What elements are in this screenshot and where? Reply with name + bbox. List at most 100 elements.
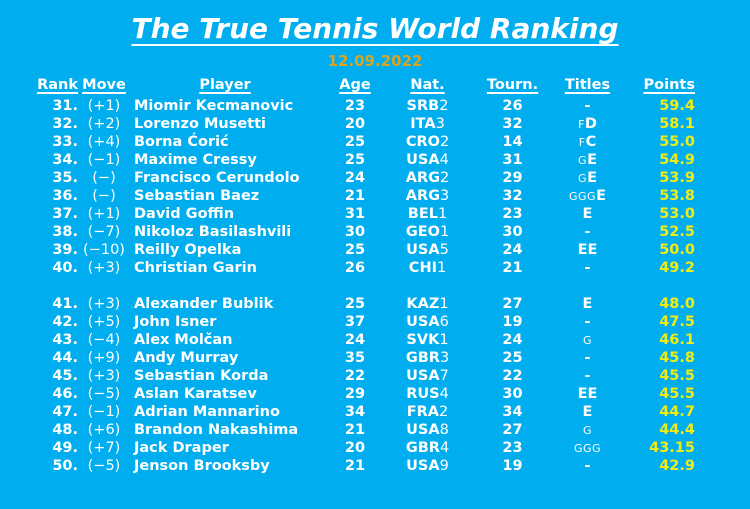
table-row: 36. (−) Sebastian Baez 21 ARG3 32 GGGE 5… <box>30 187 695 205</box>
country-code: KAZ <box>406 296 440 312</box>
rank-cell: 48. <box>52 422 78 438</box>
country-rank-number: 7 <box>439 368 449 384</box>
country-rank-number: 3 <box>440 188 450 204</box>
tournaments-cell: 23 <box>502 440 523 456</box>
country-code: CRO <box>405 134 440 150</box>
nationality-cell: RUS4 <box>390 385 465 404</box>
points-cell: 48.0 <box>659 296 695 312</box>
titles-cell: E <box>560 403 615 422</box>
rank-cell: 44. <box>52 350 78 366</box>
table-row: 39. (−10) Reilly Opelka 25 USA5 24 EE 50… <box>30 241 695 259</box>
move-cell: (−10) <box>83 242 125 258</box>
rank-cell: 37. <box>52 206 78 222</box>
table-row: 44. (+9) Andy Murray 35 GBR3 25 - 45.8 <box>30 349 695 367</box>
rank-cell: 36. <box>52 188 78 204</box>
tournaments-cell: 32 <box>502 116 523 132</box>
nationality-cell: USA9 <box>390 457 465 476</box>
table-row: 47. (−1) Adrian Mannarino 34 FRA2 34 E 4… <box>30 403 695 421</box>
points-cell: 55.0 <box>659 134 695 150</box>
country-rank-number: 4 <box>439 152 449 168</box>
tournaments-cell: 29 <box>502 170 523 186</box>
rank-cell: 31. <box>52 98 78 114</box>
country-code: USA <box>406 422 440 438</box>
player-name-cell: Christian Garin <box>134 260 257 276</box>
tournaments-cell: 22 <box>502 368 523 384</box>
titles-cell: GGGE <box>560 187 615 206</box>
move-cell: (−) <box>92 170 116 186</box>
titles-cell: - <box>560 223 615 242</box>
player-name-cell: Maxime Cressy <box>134 152 257 168</box>
country-code: SRB <box>406 98 440 114</box>
points-cell: 45.8 <box>659 350 695 366</box>
player-name-cell: Sebastian Baez <box>134 188 260 204</box>
tournaments-cell: 27 <box>502 422 523 438</box>
titles-cell: - <box>560 349 615 368</box>
nationality-cell: GEO1 <box>390 223 465 242</box>
player-name-cell: Borna Ćorić <box>134 134 229 150</box>
age-cell: 21 <box>344 188 366 204</box>
table-body: 31. (+1) Miomir Kecmanovic 23 SRB2 26 - … <box>0 97 750 475</box>
age-cell: 22 <box>344 368 366 384</box>
tournaments-cell: 30 <box>502 224 523 240</box>
titles-bold-marks: D <box>584 116 597 132</box>
move-cell: (−5) <box>87 458 121 474</box>
nationality-cell: USA6 <box>390 313 465 332</box>
rank-cell: 47. <box>52 404 78 420</box>
move-cell: (−1) <box>87 152 121 168</box>
titles-cell: GE <box>560 151 615 170</box>
player-name-cell: David Goffin <box>134 206 235 222</box>
tournaments-cell: 24 <box>502 332 523 348</box>
country-code: USA <box>406 314 440 330</box>
player-name-cell: Jenson Brooksby <box>134 458 270 474</box>
table-row: 43. (−4) Alex Molčan 24 SVK1 24 G 46.1 <box>30 331 695 349</box>
country-rank-number: 9 <box>439 458 449 474</box>
move-cell: (+3) <box>87 296 121 312</box>
table-row: 42. (+5) John Isner 37 USA6 19 - 47.5 <box>30 313 695 331</box>
titles-cell: GGG <box>560 439 615 458</box>
age-cell: 20 <box>344 116 366 132</box>
titles-bold-marks: - <box>584 260 591 276</box>
country-rank-number: 2 <box>440 170 450 186</box>
column-header-tourn: Tourn. <box>486 77 539 93</box>
country-code: USA <box>406 152 440 168</box>
page-title: The True Tennis World Ranking <box>131 12 619 45</box>
column-header-age: Age <box>339 77 371 93</box>
points-cell: 45.5 <box>659 368 695 384</box>
ranking-table: Rank Move Player Age Nat. Tourn. Titles … <box>0 74 750 475</box>
age-cell: 30 <box>344 224 366 240</box>
nationality-cell: USA8 <box>390 421 465 440</box>
nationality-cell: USA7 <box>390 367 465 386</box>
titles-bold-marks: E <box>582 206 593 222</box>
nationality-cell: BEL1 <box>390 205 465 224</box>
age-cell: 25 <box>344 242 366 258</box>
age-cell: 31 <box>344 206 366 222</box>
titles-cell: FD <box>560 115 615 134</box>
column-header-points: Points <box>643 77 695 93</box>
player-name-cell: Adrian Mannarino <box>134 404 280 420</box>
titles-small-marks: G <box>578 154 588 167</box>
titles-bold-marks: EE <box>577 242 598 258</box>
table-row: 34. (−1) Maxime Cressy 25 USA4 31 GE 54.… <box>30 151 695 169</box>
titles-bold-marks: C <box>585 134 597 150</box>
nationality-cell: GBR3 <box>390 349 465 368</box>
move-cell: (+7) <box>87 440 121 456</box>
rank-cell: 46. <box>52 386 78 402</box>
country-rank-number: 2 <box>439 98 449 114</box>
rank-cell: 35. <box>52 170 78 186</box>
move-cell: (+1) <box>87 206 121 222</box>
age-cell: 25 <box>344 296 366 312</box>
column-header-nat: Nat. <box>410 77 445 93</box>
player-name-cell: Andy Murray <box>134 350 239 366</box>
titles-cell: GE <box>560 169 615 188</box>
country-rank-number: 3 <box>435 116 445 132</box>
move-cell: (−5) <box>87 386 121 402</box>
age-cell: 20 <box>344 440 366 456</box>
tournaments-cell: 26 <box>502 98 523 114</box>
move-cell: (−1) <box>87 404 121 420</box>
country-code: USA <box>406 458 440 474</box>
rank-cell: 39. <box>52 242 78 258</box>
age-cell: 21 <box>344 422 366 438</box>
tournaments-cell: 32 <box>502 188 523 204</box>
country-rank-number: 2 <box>439 404 449 420</box>
points-cell: 58.1 <box>659 116 695 132</box>
